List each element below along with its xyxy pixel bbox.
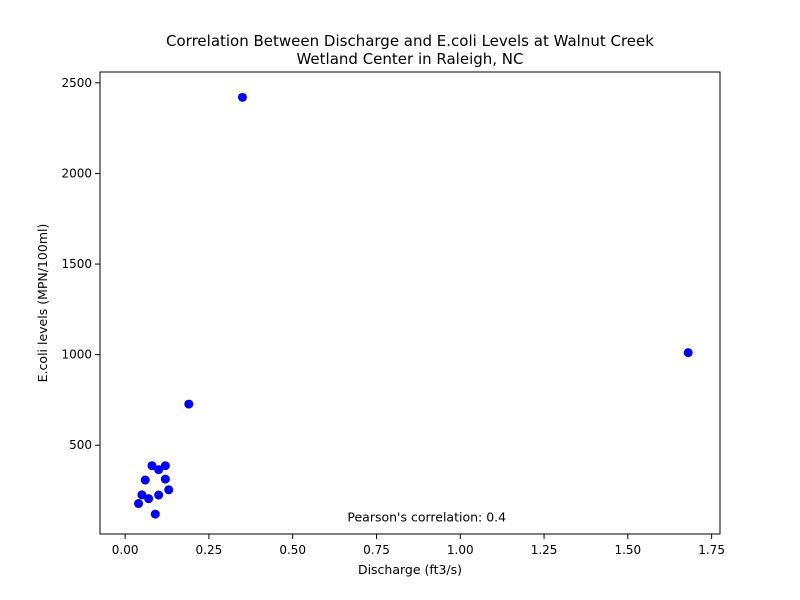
x-tick-label: 0.00	[112, 543, 139, 557]
y-tick-label: 2500	[61, 76, 92, 90]
y-axis-label: E.coli levels (MPN/100ml)	[35, 224, 50, 383]
data-point	[134, 499, 144, 509]
y-tick-label: 1500	[61, 257, 92, 271]
data-point	[160, 461, 170, 471]
data-point	[154, 465, 164, 475]
data-point	[237, 92, 247, 102]
data-point	[150, 509, 160, 519]
data-point	[137, 490, 147, 500]
y-tick-label: 1000	[61, 348, 92, 362]
x-tick-label: 0.25	[196, 543, 223, 557]
data-point	[154, 490, 164, 500]
x-axis: 0.00 0.25 0.50 0.75 1.00 1.25 1.50 1.75	[112, 534, 725, 557]
chart-title-line-1: Correlation Between Discharge and E.coli…	[166, 32, 654, 50]
x-tick-label: 0.50	[279, 543, 306, 557]
data-point	[144, 494, 154, 504]
data-point	[683, 348, 693, 358]
x-tick-label: 1.75	[698, 543, 725, 557]
x-axis-label: Discharge (ft3/s)	[358, 562, 462, 577]
pearson-annotation: Pearson's correlation: 0.4	[347, 510, 506, 525]
data-points	[134, 92, 693, 519]
y-axis: 500 1000 1500 2000 2500	[61, 76, 100, 452]
data-point	[160, 474, 170, 484]
x-tick-label: 1.25	[531, 543, 558, 557]
data-point	[140, 475, 150, 485]
data-point	[164, 485, 174, 495]
data-point	[184, 399, 194, 409]
x-tick-label: 1.50	[614, 543, 641, 557]
y-tick-label: 2000	[61, 166, 92, 180]
y-tick-label: 500	[69, 438, 92, 452]
data-point	[147, 461, 157, 471]
chart-title-line-2: Wetland Center in Raleigh, NC	[296, 50, 523, 68]
x-tick-label: 0.75	[363, 543, 390, 557]
x-tick-label: 1.00	[447, 543, 474, 557]
plot-area-frame	[99, 71, 721, 535]
